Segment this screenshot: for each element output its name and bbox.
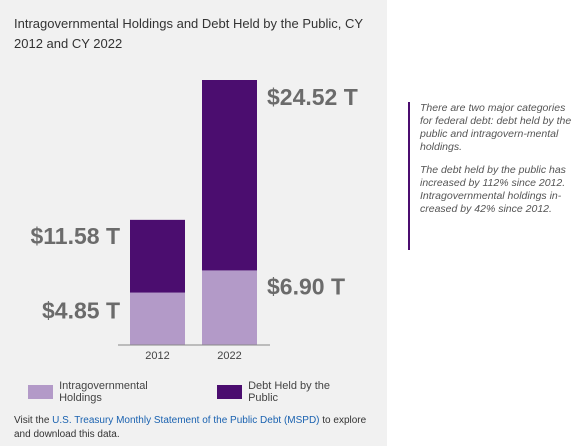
footnote: Visit the U.S. Treasury Monthly Statemen… xyxy=(14,414,374,442)
chart-title: Intragovernmental Holdings and Debt Held… xyxy=(14,16,363,51)
bar-chart: 2012 $11.58 T $4.85 T 2022 $24.52 T $6.90 T xyxy=(30,80,358,362)
bar-intragovernmental-2022 xyxy=(202,270,257,345)
intragovernmental-label-2012: $4.85 T xyxy=(42,298,120,324)
legend-item-debt-public: Debt Held by the Public xyxy=(216,380,359,404)
total-label-2022: $24.52 T xyxy=(267,84,358,110)
legend: Intragovernmental Holdings Debt Held by … xyxy=(28,380,387,404)
bar-debt-public-2012 xyxy=(130,219,185,293)
intragovernmental-label-2022: $6.90 T xyxy=(267,273,345,299)
x-tick-label-2022: 2022 xyxy=(217,350,241,362)
legend-label-intragovernmental: Intragovernmental Holdings xyxy=(59,380,148,404)
x-tick-label-2012: 2012 xyxy=(145,350,169,362)
bar-intragovernmental-2012 xyxy=(130,292,185,345)
legend-item-intragovernmental: Intragovernmental Holdings xyxy=(28,380,189,404)
legend-swatch-intragovernmental xyxy=(28,385,54,399)
callout-paragraph-1: There are two major categories for feder… xyxy=(420,102,572,153)
legend-swatch-debt-public xyxy=(216,385,243,399)
callout-box: There are two major categories for feder… xyxy=(408,102,578,250)
legend-label-debt-public: Debt Held by the Public xyxy=(248,380,330,404)
bar-debt-public-2022 xyxy=(202,80,257,271)
mspd-link[interactable]: U.S. Treasury Monthly Statement of the P… xyxy=(52,415,320,426)
footnote-suffix: to explore and download this data. xyxy=(14,415,367,440)
callout-paragraph-2: The debt held by the public has increase… xyxy=(420,164,566,215)
total-label-2012: $11.58 T xyxy=(30,223,120,249)
footnote-prefix: Visit the xyxy=(14,415,53,426)
chart-panel: Intragovernmental Holdings and Debt Held… xyxy=(0,0,387,446)
